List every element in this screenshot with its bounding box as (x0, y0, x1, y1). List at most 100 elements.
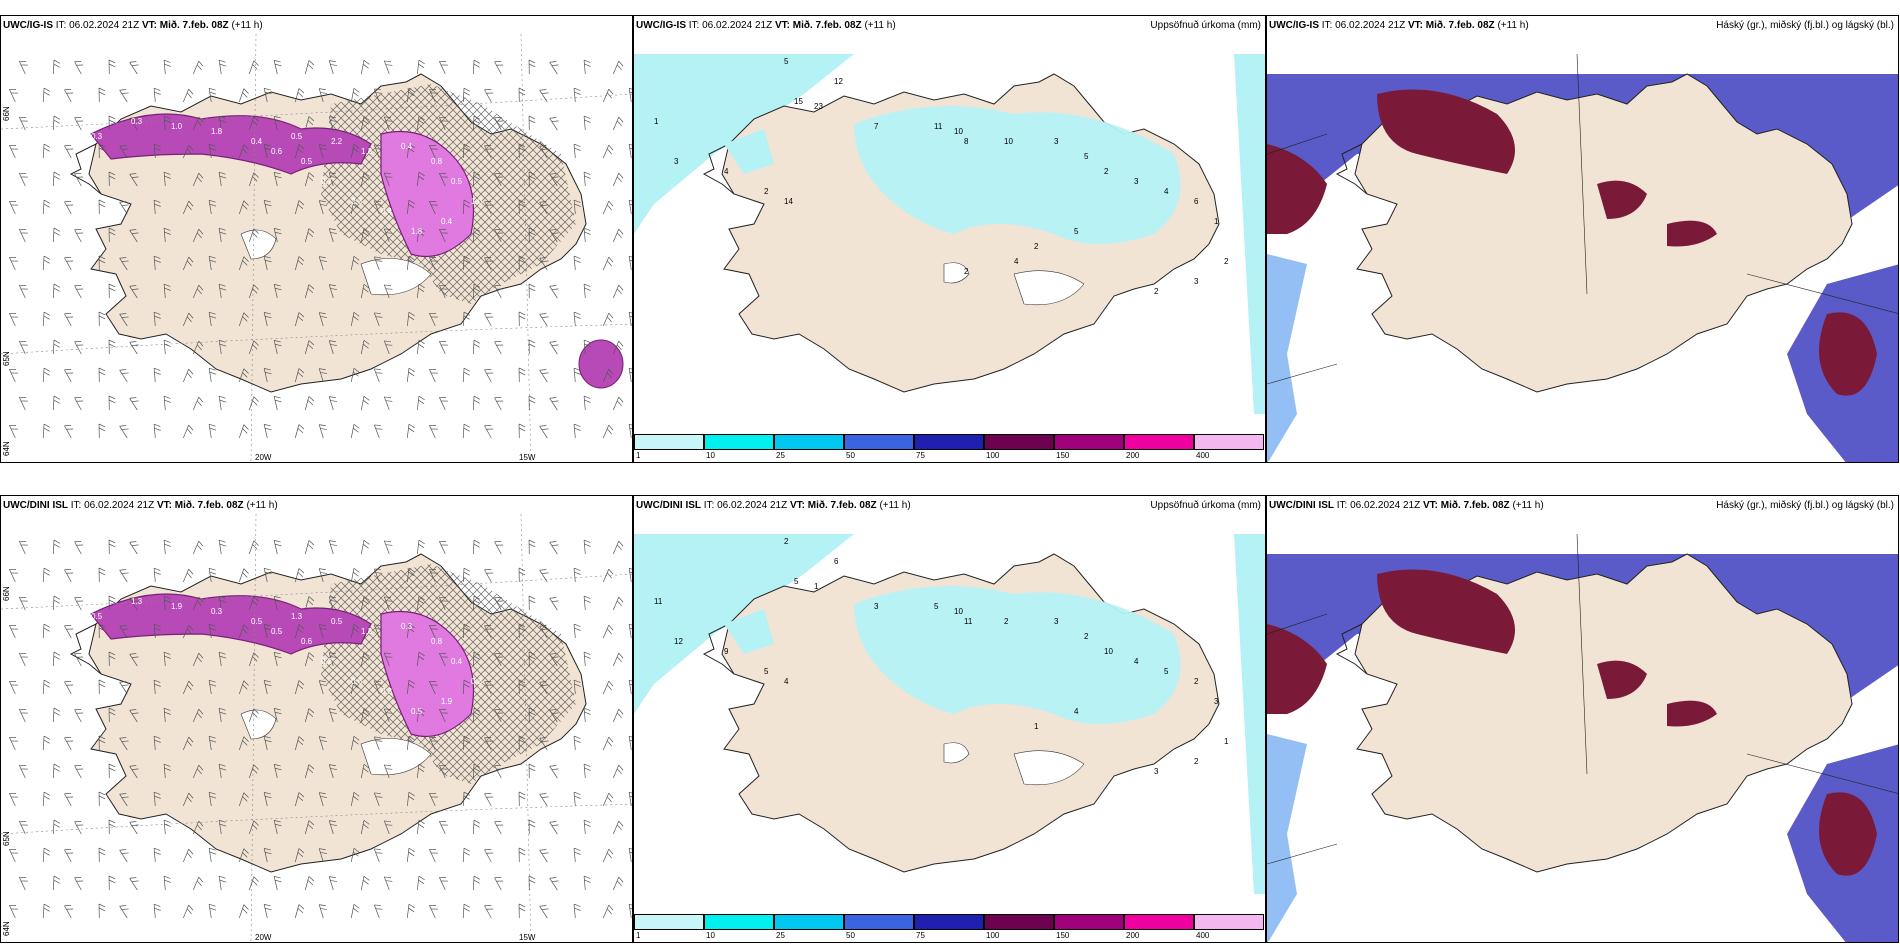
snow-depth-label: 0.3 (321, 657, 333, 666)
precip-panel: UWC/IG-IS IT: 06.02.2024 21Z VT: Mið. 7.… (633, 15, 1266, 463)
snow-depth-label: 0.5 (451, 177, 463, 186)
legend-value: 1 (636, 931, 641, 940)
precip-label: 1 (1214, 217, 1219, 226)
precip-label: 10 (1004, 137, 1013, 146)
panel-field-label: Uppsöfnuð úrkoma (mm) (1150, 500, 1261, 511)
precip-label: 2 (1154, 287, 1159, 296)
snow-depth-label: 0.5 (251, 617, 263, 626)
precip-label: 4 (1164, 187, 1169, 196)
panel-title: UWC/IG-IS IT: 06.02.2024 21Z VT: Mið. 7.… (636, 20, 896, 31)
precip-label: 5 (784, 57, 789, 66)
lat-label: 65N (2, 831, 11, 846)
legend-value: 400 (1196, 931, 1210, 940)
precip-label: 7 (874, 122, 879, 131)
snow-depth-label: 0.8 (431, 637, 443, 646)
snow-depth-label: 1.8 (211, 127, 223, 136)
precip-label: 5 (1164, 667, 1169, 676)
precip-label: 2 (1034, 242, 1039, 251)
snow-depth-label: 0.5 (291, 132, 303, 141)
precip-label: 4 (1074, 707, 1079, 716)
precip-label: 6 (834, 557, 839, 566)
panel-title: UWC/DINI ISL IT: 06.02.2024 21Z VT: Mið.… (3, 500, 278, 511)
precip-label: 14 (784, 197, 793, 206)
precip-label: 10 (954, 127, 963, 136)
precip-label: 15 (794, 97, 803, 106)
panel-field-label: Háský (gr.), miðský (fj.bl.) og lágský (… (1716, 20, 1894, 31)
snow-depth-label: 0.3 (131, 117, 143, 126)
precip-label: 23 (814, 102, 823, 111)
legend-swatch (634, 434, 704, 450)
snow-depth-label: 0.3 (401, 622, 413, 631)
precip-label: 2 (964, 267, 969, 276)
precip-label: 2 (1194, 757, 1199, 766)
precip-label: 10 (954, 607, 963, 616)
legend-swatch (844, 434, 914, 450)
panel-field-label: Háský (gr.), miðský (fj.bl.) og lágský (… (1716, 500, 1894, 511)
precip-label: 9 (724, 647, 729, 656)
cloud-map (1267, 34, 1898, 462)
snow-depth-label: 0.4 (251, 137, 263, 146)
legend-swatch (774, 914, 844, 930)
precip-label: 2 (1104, 167, 1109, 176)
legend-swatch (844, 914, 914, 930)
cloud-panel: UWC/DINI ISL IT: 06.02.2024 21Z VT: Mið.… (1266, 495, 1899, 943)
lon-label: 15W (519, 453, 536, 462)
precip-label: 12 (674, 637, 683, 646)
precip-label: 5 (794, 577, 799, 586)
precip-label: 11 (654, 597, 663, 606)
precip-label: 1 (1224, 737, 1229, 746)
precip-label: 6 (1194, 197, 1199, 206)
snow-depth-label: 0.4 (441, 217, 453, 226)
panel-title: UWC/DINI ISL IT: 06.02.2024 21Z VT: Mið.… (1269, 500, 1544, 511)
precip-label: 2 (764, 187, 769, 196)
precip-label: 2 (1084, 632, 1089, 641)
legend-value: 1 (636, 451, 641, 460)
lat-label: 65N (2, 351, 11, 366)
snow-depth-label: 0.3 (91, 132, 103, 141)
legend-value: 10 (706, 931, 715, 940)
precip-label: 3 (1194, 277, 1199, 286)
snow-depth-label: 0.5 (411, 707, 423, 716)
snow-depth-label: 1.3 (131, 597, 143, 606)
precip-label: 12 (834, 77, 843, 86)
precip-label: 1 (814, 582, 819, 591)
snow-depth-label: 0.3 (381, 687, 393, 696)
legend-swatch (1054, 914, 1124, 930)
precip-label: 3 (1214, 697, 1219, 706)
cloud-panel: UWC/IG-IS IT: 06.02.2024 21Z VT: Mið. 7.… (1266, 15, 1899, 463)
snow-depth-label: 1.8 (411, 227, 423, 236)
precip-label: 11 (934, 122, 943, 131)
precip-label: 5 (1074, 227, 1079, 236)
lat-label: 64N (2, 441, 11, 456)
snow-depth-label: 1.0 (471, 197, 483, 206)
precip-panel: UWC/DINI ISL IT: 06.02.2024 21Z VT: Mið.… (633, 495, 1266, 943)
precip-label: 10 (1104, 647, 1113, 656)
snow-depth-label: 1.9 (171, 602, 183, 611)
snow-depth-label: 2.3 (351, 197, 363, 206)
precip-legend: 1 10 25 50 75 100 150 200 400 (634, 914, 1264, 942)
legend-swatch (914, 914, 984, 930)
snow-depth-label: 0.6 (271, 147, 283, 156)
wind-snow-map: 0.5 1.3 1.9 0.3 0.5 1.3 0.5 1.3 0.3 0.8 0.4 0.3 1.9 0… (1, 514, 632, 942)
precip-label: 5 (764, 667, 769, 676)
snow-depth-label: 0.5 (301, 157, 313, 166)
snow-depth-label: 1.3 (361, 147, 373, 156)
snow-depth-label: 0.6 (351, 677, 363, 686)
legend-swatch (1054, 434, 1124, 450)
precip-label: 2 (1224, 257, 1229, 266)
snow-depth-label: 0.8 (431, 157, 443, 166)
precip-label: 2 (784, 537, 789, 546)
precip-label: 2 (1004, 617, 1009, 626)
lon-label: 20W (255, 933, 272, 942)
snow-depth-label: 0.4 (401, 142, 413, 151)
legend-value: 50 (846, 931, 855, 940)
precip-label: 3 (1134, 177, 1139, 186)
legend-value: 75 (916, 931, 925, 940)
lon-label: 15W (519, 933, 536, 942)
snow-depth-label: 0.5 (331, 617, 343, 626)
precip-label: 4 (724, 167, 729, 176)
lon-label: 20W (255, 453, 272, 462)
snow-depth-label: 0.3 (211, 607, 223, 616)
precip-label: 1 (1034, 722, 1039, 731)
